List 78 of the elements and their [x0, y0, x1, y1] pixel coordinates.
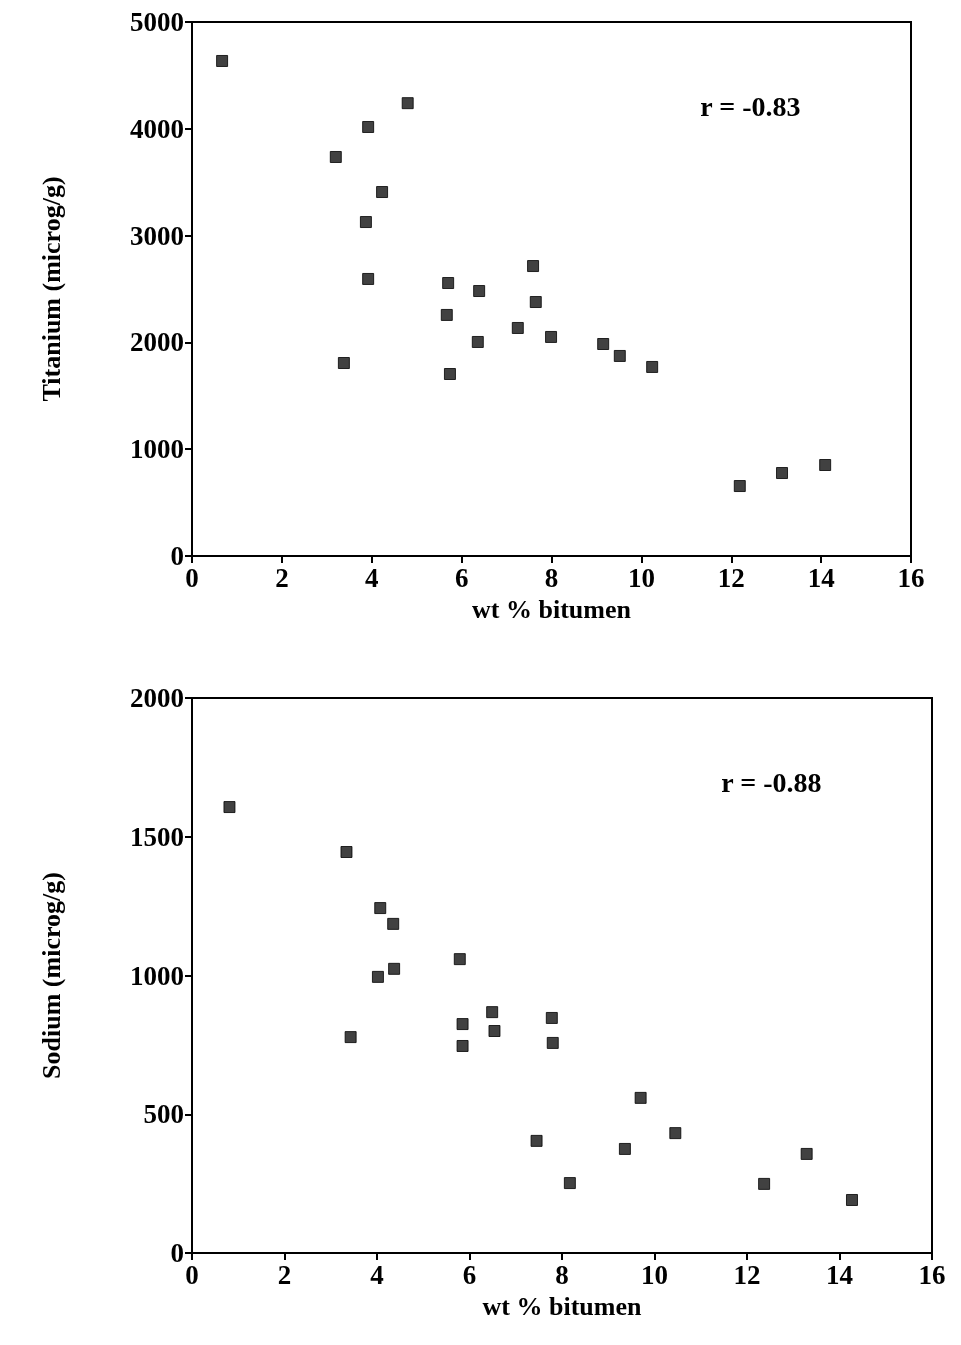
point — [546, 1036, 559, 1049]
point — [776, 467, 789, 480]
x-tick-label: 12 — [717, 562, 745, 593]
x-tick-label: 16 — [897, 562, 925, 593]
point — [646, 360, 659, 373]
y-tick-label: 1000 — [130, 434, 184, 465]
x-axis-title: wt % bitumen — [482, 1291, 642, 1321]
point — [669, 1127, 682, 1140]
y-tick-label: 4000 — [130, 113, 184, 144]
x-tick-label: 14 — [826, 1259, 853, 1290]
x-axis-title: wt % bitumen — [472, 594, 632, 624]
point — [456, 1039, 469, 1052]
y-tick-label: 500 — [143, 1099, 184, 1130]
x-tick-label: 10 — [627, 562, 655, 593]
x-tick-label: 2 — [277, 1259, 292, 1290]
point — [223, 801, 236, 814]
point — [530, 1134, 543, 1147]
x-tick-label: 8 — [544, 562, 559, 593]
point — [442, 277, 455, 290]
point — [443, 368, 456, 381]
point — [440, 308, 453, 321]
point — [758, 1177, 771, 1190]
point — [329, 151, 342, 163]
y-axis-title: Titanium (microg/g) — [36, 176, 66, 402]
x-tick-label: 16 — [918, 1259, 946, 1290]
y-tick-label: 5000 — [130, 7, 184, 37]
point — [545, 330, 558, 343]
point — [387, 917, 400, 930]
point — [216, 54, 229, 67]
point — [845, 1194, 858, 1206]
point — [597, 338, 610, 350]
point — [527, 260, 540, 273]
point — [486, 1006, 499, 1019]
point — [613, 349, 626, 362]
point — [371, 970, 384, 983]
x-tick-label: 6 — [454, 562, 469, 593]
point — [618, 1142, 631, 1155]
x-tick-label: 10 — [641, 1259, 668, 1290]
y-tick-label: 2000 — [130, 327, 184, 358]
annotation: r = -0.88 — [721, 766, 822, 798]
y-tick-label: 1500 — [130, 821, 184, 852]
point — [634, 1091, 647, 1104]
point — [340, 846, 353, 859]
x-tick-label: 4 — [370, 1259, 384, 1290]
y-tick-label: 3000 — [130, 220, 184, 251]
y-tick-label: 1000 — [130, 960, 184, 991]
x-tick-label: 8 — [555, 1259, 569, 1290]
y-tick-label: 2000 — [130, 683, 184, 713]
point — [563, 1177, 576, 1190]
point — [473, 285, 486, 298]
point — [344, 1031, 357, 1044]
point — [362, 120, 375, 133]
y-axis-title: Sodium (microg/g) — [36, 872, 66, 1079]
point — [800, 1147, 813, 1160]
x-tick-label: 2 — [275, 562, 289, 593]
point — [819, 459, 832, 472]
point — [545, 1011, 558, 1024]
point — [359, 216, 372, 229]
point — [337, 357, 350, 370]
x-tick-label: 6 — [462, 1259, 477, 1290]
x-tick-label: 14 — [807, 562, 835, 593]
y-tick-label: 0 — [170, 1238, 184, 1268]
point — [471, 335, 484, 348]
point — [511, 321, 524, 334]
point — [456, 1018, 469, 1031]
point — [488, 1025, 501, 1037]
x-tick-label: 4 — [365, 562, 379, 593]
point — [453, 953, 466, 966]
point — [388, 962, 401, 975]
point — [529, 296, 542, 309]
x-tick-label: 12 — [733, 1259, 761, 1290]
y-tick-label: 0 — [170, 541, 184, 571]
point — [401, 97, 414, 110]
point — [374, 902, 387, 915]
annotation: r = -0.83 — [700, 90, 801, 122]
point — [362, 272, 375, 285]
point — [376, 186, 389, 199]
point — [733, 480, 746, 493]
